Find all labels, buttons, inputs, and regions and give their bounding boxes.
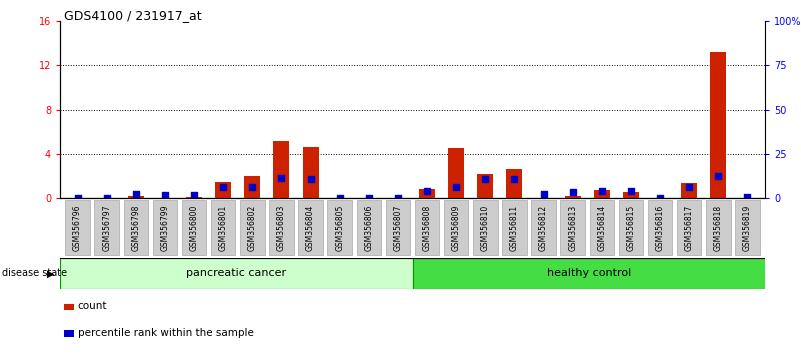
FancyBboxPatch shape — [735, 200, 759, 255]
FancyBboxPatch shape — [706, 200, 731, 255]
Point — [100, 195, 113, 200]
Point — [654, 195, 666, 201]
Point — [304, 176, 317, 182]
Text: GSM356807: GSM356807 — [393, 204, 402, 251]
Text: disease state: disease state — [2, 268, 66, 278]
Text: GSM356801: GSM356801 — [219, 204, 227, 251]
Text: GSM356804: GSM356804 — [306, 204, 315, 251]
Point — [362, 195, 375, 201]
Text: GSM356818: GSM356818 — [714, 204, 723, 251]
FancyBboxPatch shape — [386, 200, 410, 255]
Text: GSM356805: GSM356805 — [335, 204, 344, 251]
FancyBboxPatch shape — [590, 200, 614, 255]
FancyBboxPatch shape — [240, 200, 264, 255]
Bar — [244, 176, 260, 198]
Point — [71, 195, 84, 200]
Text: GSM356799: GSM356799 — [160, 204, 170, 251]
Point — [479, 176, 492, 182]
Text: percentile rank within the sample: percentile rank within the sample — [78, 328, 254, 338]
Bar — [594, 190, 610, 198]
FancyBboxPatch shape — [677, 200, 702, 255]
Point — [159, 193, 171, 198]
FancyBboxPatch shape — [123, 200, 148, 255]
Bar — [623, 192, 639, 198]
Point — [566, 189, 579, 195]
Bar — [186, 197, 202, 198]
Text: GSM356800: GSM356800 — [190, 204, 199, 251]
Bar — [413, 258, 765, 289]
Bar — [303, 147, 319, 198]
FancyBboxPatch shape — [415, 200, 439, 255]
Text: GSM356819: GSM356819 — [743, 204, 752, 251]
Text: GSM356797: GSM356797 — [103, 204, 111, 251]
Bar — [477, 174, 493, 198]
Bar — [449, 148, 465, 198]
FancyBboxPatch shape — [153, 200, 177, 255]
Text: GSM356817: GSM356817 — [685, 204, 694, 251]
Text: GSM356798: GSM356798 — [131, 204, 140, 251]
Point — [275, 175, 288, 181]
Bar — [273, 141, 289, 198]
Bar — [60, 258, 413, 289]
Bar — [506, 170, 522, 198]
Point — [625, 188, 638, 194]
FancyBboxPatch shape — [561, 200, 585, 255]
Bar — [565, 196, 581, 198]
Point — [130, 192, 143, 197]
Text: count: count — [78, 301, 107, 311]
Text: GSM356808: GSM356808 — [423, 204, 432, 251]
Bar — [419, 189, 435, 198]
Bar — [710, 52, 727, 198]
Text: GSM356812: GSM356812 — [539, 204, 548, 251]
FancyBboxPatch shape — [648, 200, 672, 255]
Point — [421, 188, 433, 194]
Text: GSM356806: GSM356806 — [364, 204, 373, 251]
FancyBboxPatch shape — [444, 200, 469, 255]
Point — [392, 195, 405, 201]
Text: GDS4100 / 231917_at: GDS4100 / 231917_at — [64, 9, 202, 22]
Point — [246, 185, 259, 190]
Bar — [128, 196, 144, 198]
Text: pancreatic cancer: pancreatic cancer — [186, 268, 286, 279]
Point — [682, 184, 695, 190]
Text: GSM356813: GSM356813 — [568, 204, 578, 251]
FancyBboxPatch shape — [269, 200, 294, 255]
Point — [712, 173, 725, 179]
Point — [450, 184, 463, 190]
FancyBboxPatch shape — [531, 200, 556, 255]
Text: GSM356803: GSM356803 — [277, 204, 286, 251]
FancyBboxPatch shape — [95, 200, 119, 255]
Text: GSM356816: GSM356816 — [655, 204, 665, 251]
Point — [187, 193, 200, 198]
Text: GSM356815: GSM356815 — [626, 204, 635, 251]
Text: GSM356811: GSM356811 — [510, 204, 519, 251]
Text: healthy control: healthy control — [546, 268, 631, 279]
Point — [508, 176, 521, 182]
FancyBboxPatch shape — [618, 200, 643, 255]
Point — [537, 192, 550, 197]
Text: GSM356810: GSM356810 — [481, 204, 490, 251]
FancyBboxPatch shape — [182, 200, 207, 255]
Text: GSM356802: GSM356802 — [248, 204, 257, 251]
Text: ▶: ▶ — [47, 268, 54, 278]
FancyBboxPatch shape — [473, 200, 497, 255]
Bar — [681, 183, 697, 198]
Point — [595, 188, 608, 194]
Bar — [215, 182, 231, 198]
FancyBboxPatch shape — [356, 200, 381, 255]
Point — [741, 195, 754, 200]
Text: GSM356796: GSM356796 — [73, 204, 82, 251]
Point — [217, 184, 230, 190]
Point — [333, 195, 346, 201]
Text: GSM356809: GSM356809 — [452, 204, 461, 251]
FancyBboxPatch shape — [502, 200, 527, 255]
FancyBboxPatch shape — [298, 200, 323, 255]
FancyBboxPatch shape — [66, 200, 90, 255]
FancyBboxPatch shape — [211, 200, 235, 255]
Text: GSM356814: GSM356814 — [598, 204, 606, 251]
FancyBboxPatch shape — [328, 200, 352, 255]
